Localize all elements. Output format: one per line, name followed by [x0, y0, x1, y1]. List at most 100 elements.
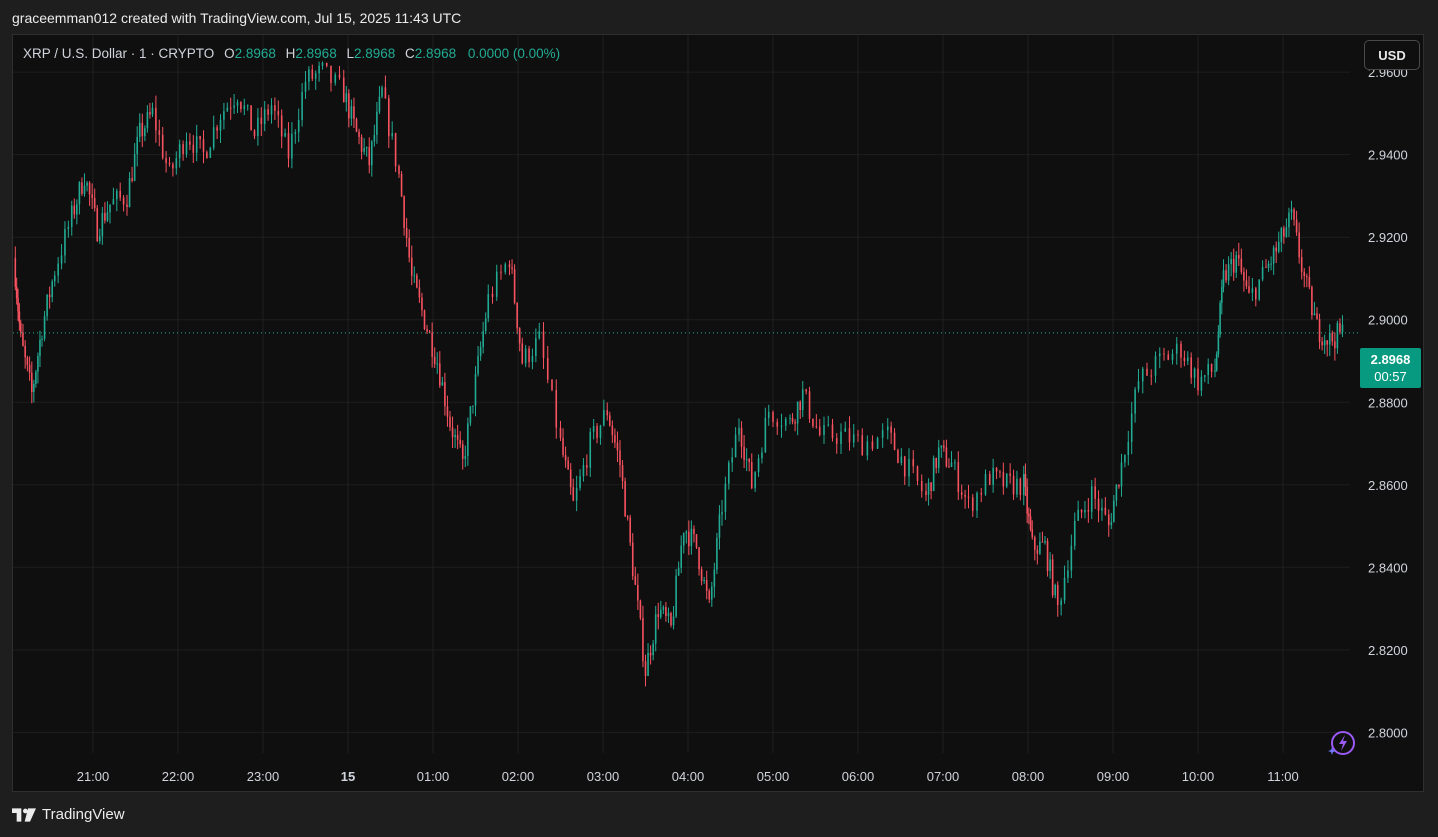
candle-body — [603, 410, 605, 426]
candle-body — [637, 584, 639, 601]
candle-body — [1288, 212, 1290, 228]
candle-body — [178, 144, 181, 159]
candle-body — [155, 107, 157, 131]
candle-body — [195, 136, 198, 153]
candle-body — [1255, 288, 1257, 300]
candle-body — [1044, 540, 1046, 543]
candle-body — [616, 442, 619, 451]
low-value: 2.8968 — [353, 46, 396, 61]
x-axis-tick-label: 04:00 — [672, 769, 705, 784]
candle-body — [1124, 454, 1126, 463]
candle-body — [439, 363, 441, 386]
candle-body — [267, 109, 269, 115]
candle-body — [381, 87, 383, 97]
low-label: L — [346, 46, 354, 61]
candle-body — [219, 119, 222, 131]
candle-body — [960, 492, 963, 495]
candle-body — [240, 102, 242, 110]
brand-name: TradingView — [42, 806, 125, 823]
candle-body — [611, 425, 614, 436]
candle-body — [680, 545, 682, 568]
candlestick-chart[interactable]: 2.96002.94002.92002.90002.88002.86002.84… — [13, 35, 1423, 791]
candle-body — [431, 332, 433, 357]
candle-body — [703, 579, 705, 581]
candle-body — [149, 112, 151, 115]
candle-body — [1051, 559, 1054, 596]
candle-body — [1084, 509, 1086, 513]
candle-body — [592, 426, 595, 432]
y-axis-tick-label: 2.9400 — [1368, 148, 1408, 163]
candle-body — [304, 81, 307, 92]
candle-body — [250, 105, 252, 131]
candle-body — [586, 465, 588, 468]
candle-body — [189, 141, 191, 145]
candle-body — [1321, 341, 1323, 346]
candle-body — [609, 415, 611, 426]
candle-body — [86, 182, 88, 186]
candle-body — [1285, 227, 1288, 237]
candle-body — [524, 348, 527, 364]
candle-body — [106, 212, 109, 221]
currency-button[interactable]: USD — [1364, 40, 1420, 70]
candle-body — [88, 182, 91, 195]
candle-body — [945, 447, 948, 467]
candle-body — [799, 401, 801, 411]
candle-body — [606, 410, 609, 416]
candle-body — [976, 492, 978, 511]
candle-body — [18, 311, 21, 323]
candle-body — [711, 586, 713, 600]
candle-body — [469, 406, 472, 424]
candle-body — [1210, 364, 1213, 372]
x-axis-tick-label: 01:00 — [417, 769, 450, 784]
candle-body — [428, 331, 431, 333]
candle-body — [647, 652, 649, 677]
candle-body — [314, 73, 317, 79]
candle-body — [513, 269, 516, 303]
candle-body — [451, 427, 454, 438]
candle-body — [223, 111, 225, 120]
candle-body — [935, 458, 937, 468]
lightning-icon[interactable] — [1326, 727, 1358, 759]
candle-body — [546, 357, 549, 380]
candle-body — [665, 607, 667, 617]
candle-body — [812, 418, 814, 427]
candle-body — [19, 322, 22, 333]
candle-body — [263, 109, 266, 125]
candle-body — [992, 467, 994, 485]
candle-body — [334, 74, 337, 83]
candle-body — [487, 294, 490, 319]
candle-body — [413, 275, 416, 277]
candle-body — [146, 112, 149, 129]
candle-body — [1026, 486, 1028, 514]
candle-body — [1308, 277, 1311, 288]
footer-brand[interactable]: TradingView — [12, 806, 125, 823]
candle-body — [436, 363, 439, 365]
candle-body — [999, 471, 1001, 473]
candle-body — [301, 91, 303, 120]
candle-body — [321, 62, 324, 66]
candle-body — [937, 447, 940, 468]
candle-body — [495, 271, 498, 297]
candle-body — [538, 331, 541, 339]
candle-body — [818, 426, 821, 435]
candle-body — [1115, 484, 1118, 501]
chart-frame[interactable]: 2.9600 2.9400 2.9200 2.9000 2.8800 2.8600 2.84… — [12, 34, 1424, 792]
candle-body — [444, 382, 446, 407]
candle-body — [1120, 462, 1123, 487]
symbol-name[interactable]: XRP / U.S. Dollar · 1 · CRYPTO — [23, 46, 215, 61]
candle-body — [1283, 228, 1285, 237]
candle-body — [1334, 341, 1336, 349]
candle-body — [619, 450, 621, 466]
candle-body — [416, 275, 418, 288]
candle-body — [500, 271, 502, 273]
candle-body — [564, 455, 567, 461]
candle-body — [318, 65, 320, 74]
candle-body — [639, 600, 642, 618]
x-axis-tick-label: 09:00 — [1097, 769, 1130, 784]
candle-body — [291, 133, 293, 159]
candle-body — [1316, 313, 1318, 320]
candle-body — [1005, 473, 1008, 487]
candle-body — [1313, 313, 1316, 316]
candle-body — [562, 437, 564, 456]
candle-body — [1238, 255, 1240, 259]
